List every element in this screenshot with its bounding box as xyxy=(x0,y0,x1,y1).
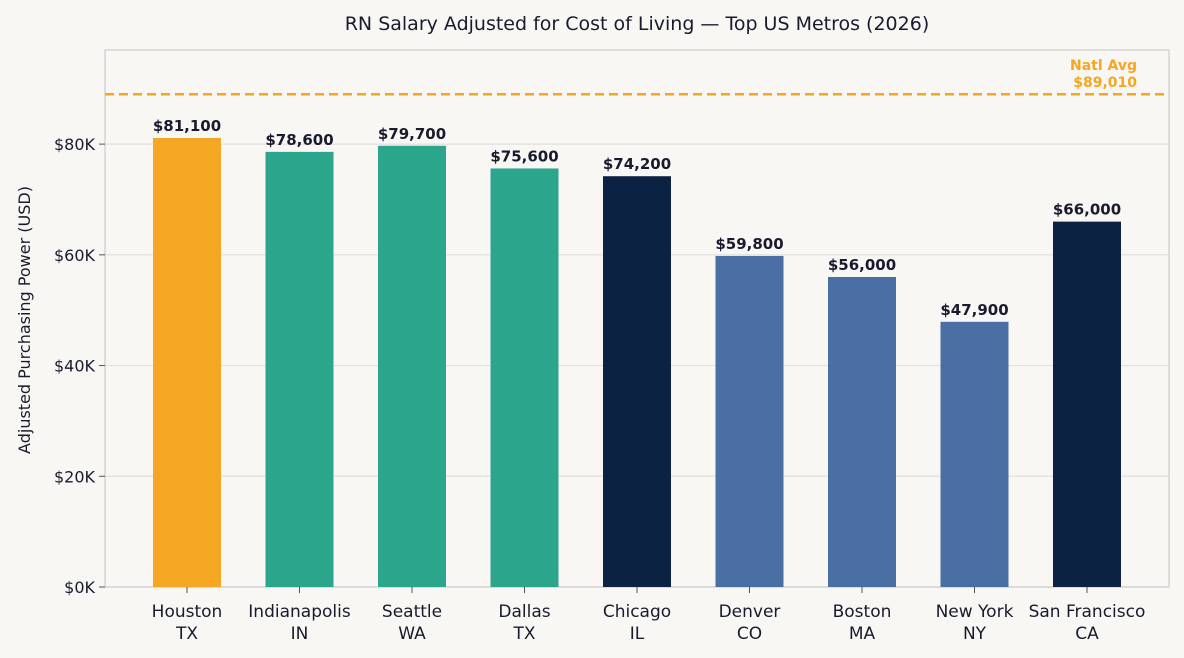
y-tick-label: $20K xyxy=(54,467,96,486)
x-tick-label: Chicago xyxy=(603,602,671,622)
x-tick-label: Denver xyxy=(719,602,781,622)
y-tick-label: $40K xyxy=(54,357,96,376)
x-tick-label: MA xyxy=(849,624,876,644)
bar-value-label: $56,000 xyxy=(828,256,896,274)
x-tick-label: TX xyxy=(175,624,198,644)
bar xyxy=(715,255,784,587)
chart-title: RN Salary Adjusted for Cost of Living — … xyxy=(345,13,930,35)
x-tick-label: CO xyxy=(737,624,762,644)
bar-value-label: $74,200 xyxy=(603,155,671,173)
bar xyxy=(1053,221,1121,587)
bar-value-label: $47,900 xyxy=(940,301,1008,319)
bar xyxy=(265,151,334,587)
x-tick-label: Boston xyxy=(833,602,892,622)
x-tick-label: San Francisco xyxy=(1029,602,1146,622)
x-tick-label: Indianapolis xyxy=(248,602,351,622)
y-axis-ticks: $0K $20K $40K $60K $80K xyxy=(54,135,105,597)
bar xyxy=(603,176,671,587)
bars: $81,100 $78,600 $79,700 $75,600 $74,200 $59,8… xyxy=(153,117,1121,587)
y-axis-label: Adjusted Purchasing Power (USD) xyxy=(15,186,34,454)
reference-line-group: Natl Avg$89,010 xyxy=(105,58,1169,96)
x-tick-label: IL xyxy=(630,624,645,644)
x-tick-label: Houston xyxy=(152,602,223,622)
bar-value-label: $78,600 xyxy=(265,131,333,149)
bar-value-label: $81,100 xyxy=(153,117,221,135)
x-tick-label: CA xyxy=(1075,624,1099,644)
y-tick-label: $80K xyxy=(54,135,96,154)
x-axis-ticks: HoustonTXIndianapolisINSeattleWADallasTX… xyxy=(152,587,1146,644)
bar-value-label: $59,800 xyxy=(715,235,783,253)
x-tick-label: Seattle xyxy=(382,602,442,622)
bar-value-label: $75,600 xyxy=(490,147,558,165)
national-average-label: $89,010 xyxy=(1073,75,1137,91)
bar-value-label: $79,700 xyxy=(378,125,446,143)
bar-value-label: $66,000 xyxy=(1053,201,1121,219)
x-tick-label: TX xyxy=(512,624,535,644)
y-tick-label: $0K xyxy=(64,578,95,597)
x-tick-label: IN xyxy=(291,624,309,644)
y-tick-label: $60K xyxy=(54,246,96,265)
bar xyxy=(828,276,896,587)
bar xyxy=(153,138,221,587)
national-average-label: Natl Avg xyxy=(1070,58,1137,74)
bar xyxy=(940,321,1009,587)
x-tick-label: Dallas xyxy=(498,602,550,622)
bar xyxy=(378,145,446,587)
bar xyxy=(490,168,559,587)
x-tick-label: New York xyxy=(936,602,1014,622)
x-tick-label: NY xyxy=(963,624,987,644)
x-tick-label: WA xyxy=(398,624,426,644)
